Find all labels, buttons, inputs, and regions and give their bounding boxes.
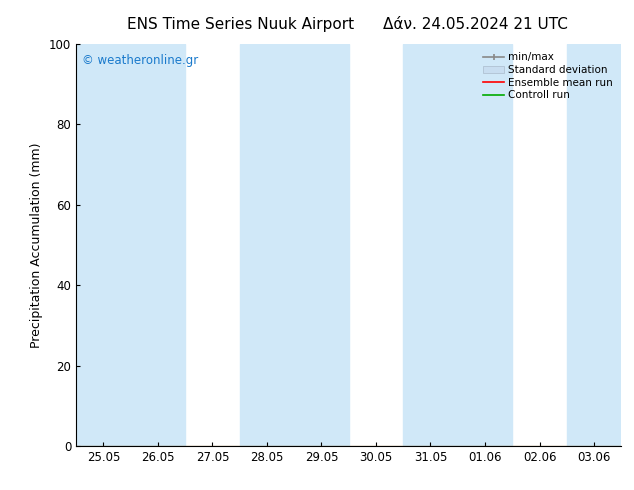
Bar bbox=[76, 44, 185, 446]
Y-axis label: Precipitation Accumulation (mm): Precipitation Accumulation (mm) bbox=[30, 142, 43, 348]
Bar bbox=[240, 44, 349, 446]
Text: Δάν. 24.05.2024 21 UTC: Δάν. 24.05.2024 21 UTC bbox=[383, 17, 568, 32]
Text: © weatheronline.gr: © weatheronline.gr bbox=[82, 54, 198, 67]
Text: ENS Time Series Nuuk Airport: ENS Time Series Nuuk Airport bbox=[127, 17, 354, 32]
Bar bbox=[403, 44, 512, 446]
Legend: min/max, Standard deviation, Ensemble mean run, Controll run: min/max, Standard deviation, Ensemble me… bbox=[480, 49, 616, 103]
Bar bbox=[567, 44, 621, 446]
